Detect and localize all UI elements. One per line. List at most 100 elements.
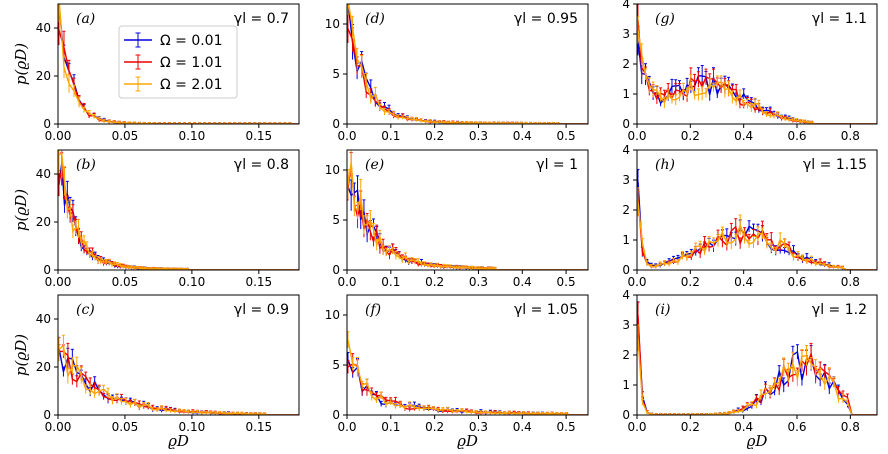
axes-frame (346, 3, 589, 125)
y-tick-label: 20 (36, 360, 51, 374)
panel-gamma-label: γl = 0.7 (234, 11, 289, 27)
x-tick-label: 0.2 (681, 129, 700, 143)
x-tick-label: 0.05 (112, 129, 139, 143)
error-bars-2 (347, 331, 568, 415)
legend-box (118, 25, 238, 99)
x-tick-label: 0.8 (841, 129, 860, 143)
x-tick-label: 0.15 (245, 275, 272, 289)
series-line-1 (637, 198, 877, 270)
x-tick-label: 0.4 (734, 275, 753, 289)
y-tick-label: 3 (622, 173, 630, 187)
x-axis-label: ϱD (168, 432, 189, 450)
y-tick-label: 1 (622, 87, 630, 101)
y-tick-label: 1 (622, 378, 630, 392)
x-tick-label: 0.2 (681, 275, 700, 289)
y-tick-label: 2 (622, 57, 630, 71)
y-tick-label: 0 (622, 408, 630, 422)
x-tick-label: 0.0 (627, 420, 646, 434)
legend-label: Ω = 1.01 (160, 55, 223, 71)
y-tick-label: 1 (622, 233, 630, 247)
panel-gamma-label: γl = 1.15 (803, 157, 867, 173)
panel-b: 0.00 0.05 0.10 0.15 0 20 40 (b) γl = 0.8 p(ϱD) (12, 149, 300, 289)
series-line-1 (347, 164, 588, 270)
y-tick-label: 0 (332, 263, 340, 277)
x-tick-label: 0.5 (557, 129, 576, 143)
y-tick-label: 20 (36, 215, 51, 229)
x-tick-label: 0.05 (112, 275, 139, 289)
x-tick-label: 0.2 (425, 129, 444, 143)
y-tick-label: 0 (622, 117, 630, 131)
panel-gamma-label: γl = 1.2 (812, 302, 867, 318)
y-tick-label: 0 (332, 117, 340, 131)
error-bars-2 (637, 324, 850, 415)
panel-letter: (c) (76, 302, 95, 318)
panel-c: 0.00 0.05 0.10 0.15 0 20 40 (c) γl = 0.9 p(ϱD) ϱD (12, 294, 300, 450)
x-tick-label: 0.8 (841, 275, 860, 289)
panel-f: 0.0 0.1 0.2 0.3 0.4 0.5 0 5 10 (f) γl = 1.05 ϱD (325, 294, 589, 450)
x-tick-label: 0.2 (681, 420, 700, 434)
x-tick-label: 0.4 (734, 129, 753, 143)
y-tick-label: 3 (622, 318, 630, 332)
x-tick-label: 0.10 (179, 129, 206, 143)
axes-frame (346, 294, 589, 416)
x-tick-label: 0.5 (557, 275, 576, 289)
error-bars-1 (347, 13, 560, 124)
y-tick-label: 2 (622, 348, 630, 362)
series-line-0 (637, 320, 877, 415)
panel-gamma-label: γl = 1 (536, 157, 578, 173)
y-tick-label: 10 (325, 17, 340, 31)
y-tick-label: 0 (43, 263, 51, 277)
series-line-0 (637, 40, 877, 124)
y-tick-label: 5 (332, 358, 340, 372)
panel-letter: (g) (655, 11, 675, 27)
y-tick-label: 40 (36, 167, 51, 181)
axes-frame (57, 149, 300, 271)
series-line-2 (637, 337, 877, 415)
error-bars-2 (637, 187, 844, 270)
panel-g: 0.0 0.2 0.4 0.6 0.8 0 1 2 3 4 (g) γl = 1.1 (622, 0, 878, 143)
y-tick-label: 40 (36, 312, 51, 326)
x-tick-label: 0.05 (112, 420, 139, 434)
y-tick-label: 3 (622, 27, 630, 41)
x-tick-label: 0.0 (627, 275, 646, 289)
error-bars-1 (58, 342, 266, 415)
error-bars-0 (347, 351, 568, 415)
series-line-2 (637, 201, 877, 270)
y-tick-label: 10 (325, 163, 340, 177)
x-axis-label: ϱD (747, 432, 768, 450)
y-axis-label: p(ϱD) (12, 334, 30, 376)
error-bars-0 (637, 301, 850, 415)
legend: Ω = 0.01 Ω = 1.01 Ω = 2.01 (118, 25, 238, 99)
error-bars-1 (637, 301, 850, 415)
series-line-1 (347, 363, 588, 415)
x-tick-label: 0.6 (787, 129, 806, 143)
panel-letter: (d) (365, 11, 385, 27)
panel-gamma-label: γl = 1.1 (812, 11, 867, 27)
y-tick-label: 40 (36, 21, 51, 35)
y-axis-label: p(ϱD) (12, 189, 30, 231)
panel-d: 0.0 0.1 0.2 0.3 0.4 0.5 0 5 10 (d) γl = 0.95 (325, 3, 589, 143)
legend-label: Ω = 0.01 (160, 33, 223, 49)
panel-letter: (e) (365, 157, 384, 173)
y-tick-label: 0 (43, 117, 51, 131)
x-tick-label: 0.3 (469, 129, 488, 143)
x-tick-label: 0.2 (425, 420, 444, 434)
panel-letter: (a) (76, 11, 95, 27)
x-tick-label: 0.4 (513, 129, 532, 143)
panel-letter: (f) (365, 302, 381, 318)
y-tick-label: 0 (622, 263, 630, 277)
error-bars-2 (58, 334, 266, 415)
axes-frame (57, 294, 300, 416)
x-tick-label: 0.1 (381, 420, 400, 434)
x-axis-label: ϱD (457, 432, 478, 450)
panel-gamma-label: γl = 0.95 (514, 11, 578, 27)
x-tick-label: 0.00 (45, 420, 72, 434)
error-bars-1 (347, 353, 568, 415)
series-line-2 (347, 339, 588, 415)
error-bars-0 (58, 336, 266, 415)
panel-h: 0.0 0.2 0.4 0.6 0.8 0 1 2 3 4 (h) γl = 1.15 (622, 143, 878, 289)
y-tick-label: 10 (325, 308, 340, 322)
series-line-2 (637, 29, 877, 124)
y-axis-label: p(ϱD) (12, 43, 30, 85)
x-tick-label: 0.4 (734, 420, 753, 434)
